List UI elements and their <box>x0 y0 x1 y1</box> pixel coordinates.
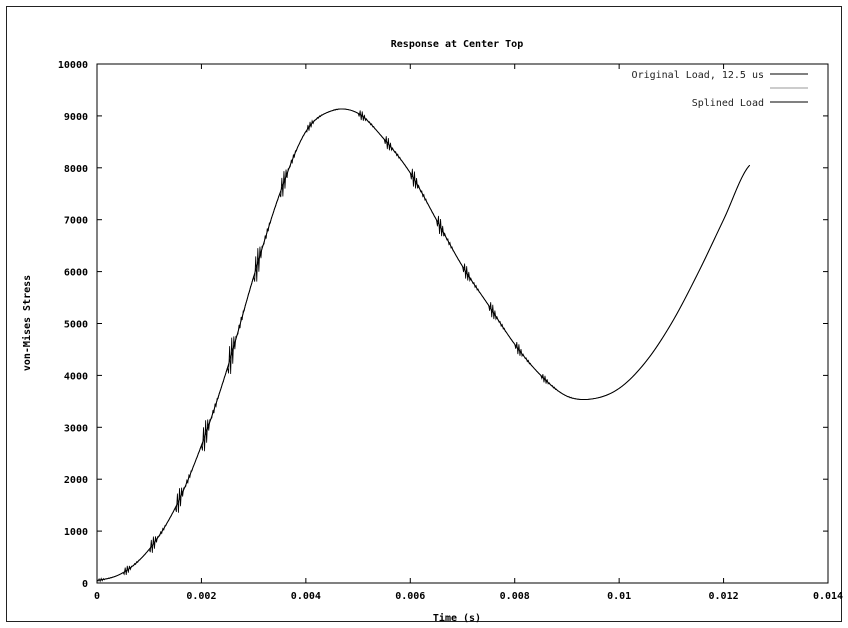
series-line-splined-load <box>96 108 751 581</box>
y-tick-label: 0 <box>82 579 88 590</box>
x-tick-label: 0.008 <box>500 591 530 602</box>
y-tick-label: 10000 <box>58 60 88 71</box>
x-tick-label: 0.012 <box>709 591 739 602</box>
y-tick-label: 7000 <box>64 216 88 227</box>
axis-ticks: 0 0.002 0.004 0.006 0.008 0.01 0.012 0.014 0 1000… <box>58 60 843 602</box>
legend-entry-label: Original Load, 12.5 us <box>632 70 764 81</box>
y-tick-label: 2000 <box>64 475 88 486</box>
x-axis-label: Time (s) <box>433 612 481 624</box>
y-tick-label: 4000 <box>64 371 88 382</box>
legend: Original Load, 12.5 us Splined Load <box>632 70 808 109</box>
x-tick-label: 0.002 <box>186 591 216 602</box>
legend-entry-label: Splined Load <box>692 98 764 109</box>
y-axis-label: von-Mises Stress <box>21 275 33 371</box>
chart-frame <box>6 6 842 622</box>
x-tick-label: 0.004 <box>291 591 321 602</box>
x-tick-label: 0 <box>94 591 100 602</box>
x-tick-label: 0.01 <box>607 591 631 602</box>
x-tick-label: 0.006 <box>395 591 425 602</box>
series-line-original-load <box>96 108 750 583</box>
y-tick-label: 1000 <box>64 527 88 538</box>
series-layer <box>96 108 751 583</box>
chart-title: Response at Center Top <box>391 39 523 50</box>
y-tick-label: 9000 <box>64 112 88 123</box>
plot-area <box>96 63 829 584</box>
y-tick-label: 8000 <box>64 164 88 175</box>
y-tick-label: 5000 <box>64 320 88 331</box>
y-tick-label: 3000 <box>64 423 88 434</box>
y-tick-label: 6000 <box>64 268 88 279</box>
x-tick-label: 0.014 <box>813 591 843 602</box>
series-line-second <box>96 108 750 581</box>
